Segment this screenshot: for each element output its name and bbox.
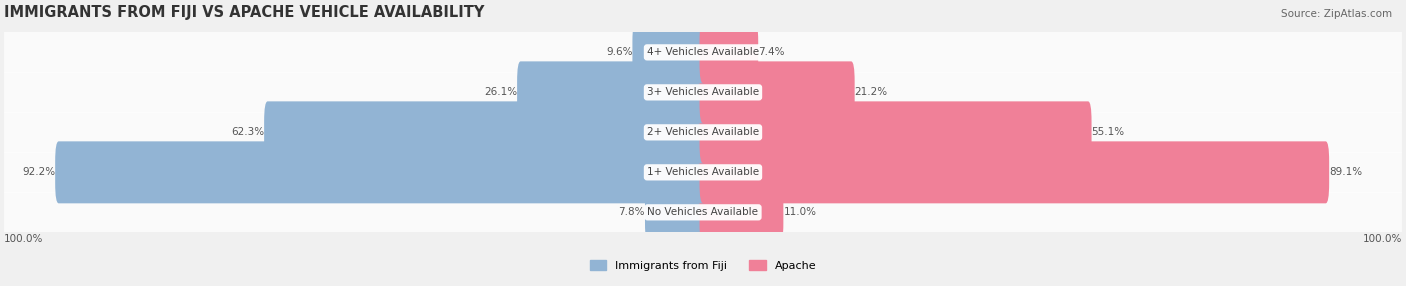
- FancyBboxPatch shape: [700, 141, 1329, 203]
- Text: 100.0%: 100.0%: [4, 234, 44, 244]
- Text: 7.8%: 7.8%: [619, 207, 645, 217]
- Text: Source: ZipAtlas.com: Source: ZipAtlas.com: [1281, 9, 1392, 19]
- FancyBboxPatch shape: [4, 32, 1402, 73]
- Text: 7.4%: 7.4%: [758, 47, 785, 57]
- Text: No Vehicles Available: No Vehicles Available: [648, 207, 758, 217]
- FancyBboxPatch shape: [4, 192, 1402, 233]
- Text: 92.2%: 92.2%: [22, 167, 55, 177]
- FancyBboxPatch shape: [700, 61, 855, 123]
- Text: 1+ Vehicles Available: 1+ Vehicles Available: [647, 167, 759, 177]
- Text: 26.1%: 26.1%: [484, 87, 517, 97]
- Text: 9.6%: 9.6%: [606, 47, 633, 57]
- Legend: Immigrants from Fiji, Apache: Immigrants from Fiji, Apache: [583, 255, 823, 277]
- Text: 2+ Vehicles Available: 2+ Vehicles Available: [647, 127, 759, 137]
- Text: 100.0%: 100.0%: [1362, 234, 1402, 244]
- FancyBboxPatch shape: [700, 21, 758, 83]
- Text: 55.1%: 55.1%: [1091, 127, 1125, 137]
- FancyBboxPatch shape: [645, 181, 706, 243]
- Text: IMMIGRANTS FROM FIJI VS APACHE VEHICLE AVAILABILITY: IMMIGRANTS FROM FIJI VS APACHE VEHICLE A…: [4, 5, 485, 20]
- Text: 3+ Vehicles Available: 3+ Vehicles Available: [647, 87, 759, 97]
- Text: 4+ Vehicles Available: 4+ Vehicles Available: [647, 47, 759, 57]
- FancyBboxPatch shape: [4, 152, 1402, 193]
- FancyBboxPatch shape: [700, 101, 1091, 163]
- FancyBboxPatch shape: [517, 61, 706, 123]
- FancyBboxPatch shape: [264, 101, 706, 163]
- FancyBboxPatch shape: [55, 141, 706, 203]
- FancyBboxPatch shape: [700, 181, 783, 243]
- Text: 21.2%: 21.2%: [855, 87, 887, 97]
- FancyBboxPatch shape: [4, 112, 1402, 153]
- Text: 11.0%: 11.0%: [783, 207, 817, 217]
- Text: 62.3%: 62.3%: [231, 127, 264, 137]
- FancyBboxPatch shape: [4, 72, 1402, 113]
- FancyBboxPatch shape: [633, 21, 706, 83]
- Text: 89.1%: 89.1%: [1329, 167, 1362, 177]
